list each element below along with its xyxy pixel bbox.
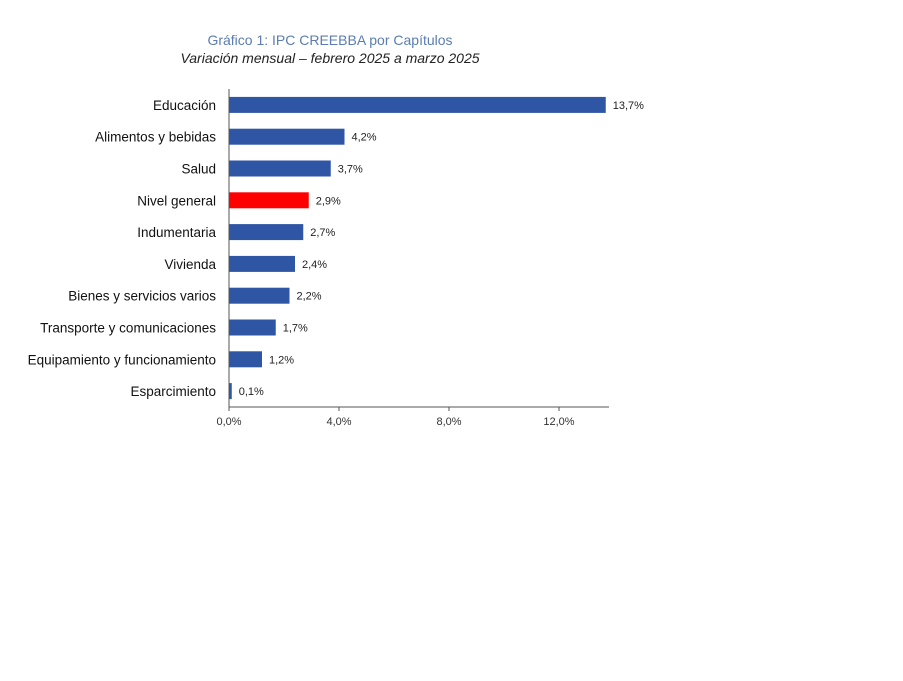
category-label-esparcimiento: Esparcimiento — [130, 384, 216, 399]
bar-nivel-general — [229, 192, 309, 209]
value-label-indumentaria: 2,7% — [310, 227, 335, 239]
x-tick-label: 12,0% — [543, 416, 574, 428]
category-label-nivel-general: Nivel general — [137, 193, 216, 208]
bar-equipamiento-y-funcionamiento — [229, 351, 262, 368]
category-label-transporte-y-comunicaciones: Transporte y comunicaciones — [40, 321, 216, 336]
value-label-nivel-general: 2,9% — [316, 195, 341, 207]
chart-title: Gráfico 1: IPC CREEBBA por Capítulos — [207, 32, 453, 48]
x-tick-label: 4,0% — [326, 416, 351, 428]
value-label-educacion: 13,7% — [613, 100, 644, 112]
value-label-esparcimiento: 0,1% — [239, 386, 264, 398]
category-label-bienes-y-servicios-varios: Bienes y servicios varios — [68, 289, 216, 304]
value-label-transporte-y-comunicaciones: 1,7% — [283, 323, 308, 335]
value-label-alimentos-y-bebidas: 4,2% — [352, 132, 377, 144]
bar-vivienda — [229, 255, 295, 272]
bar-indumentaria — [229, 224, 304, 241]
category-label-educacion: Educación — [153, 98, 216, 113]
x-tick-label: 8,0% — [436, 416, 461, 428]
bar-bienes-y-servicios-varios — [229, 287, 290, 304]
value-label-vivienda: 2,4% — [302, 259, 327, 271]
x-tick-label: 0,0% — [216, 416, 241, 428]
category-label-vivienda: Vivienda — [164, 257, 216, 272]
category-label-salud: Salud — [181, 162, 216, 177]
bar-educacion — [229, 96, 606, 113]
value-label-equipamiento-y-funcionamiento: 1,2% — [269, 354, 294, 366]
category-label-indumentaria: Indumentaria — [137, 225, 216, 240]
bar-transporte-y-comunicaciones — [229, 319, 276, 336]
bar-salud — [229, 160, 331, 177]
chart-subtitle: Variación mensual – febrero 2025 a marzo… — [180, 50, 480, 66]
bar-alimentos-y-bebidas — [229, 128, 345, 145]
value-label-bienes-y-servicios-varios: 2,2% — [297, 291, 322, 303]
category-label-equipamiento-y-funcionamiento: Equipamiento y funcionamiento — [28, 352, 216, 367]
value-label-salud: 3,7% — [338, 164, 363, 176]
category-label-alimentos-y-bebidas: Alimentos y bebidas — [95, 130, 216, 145]
bar-esparcimiento — [229, 383, 232, 400]
